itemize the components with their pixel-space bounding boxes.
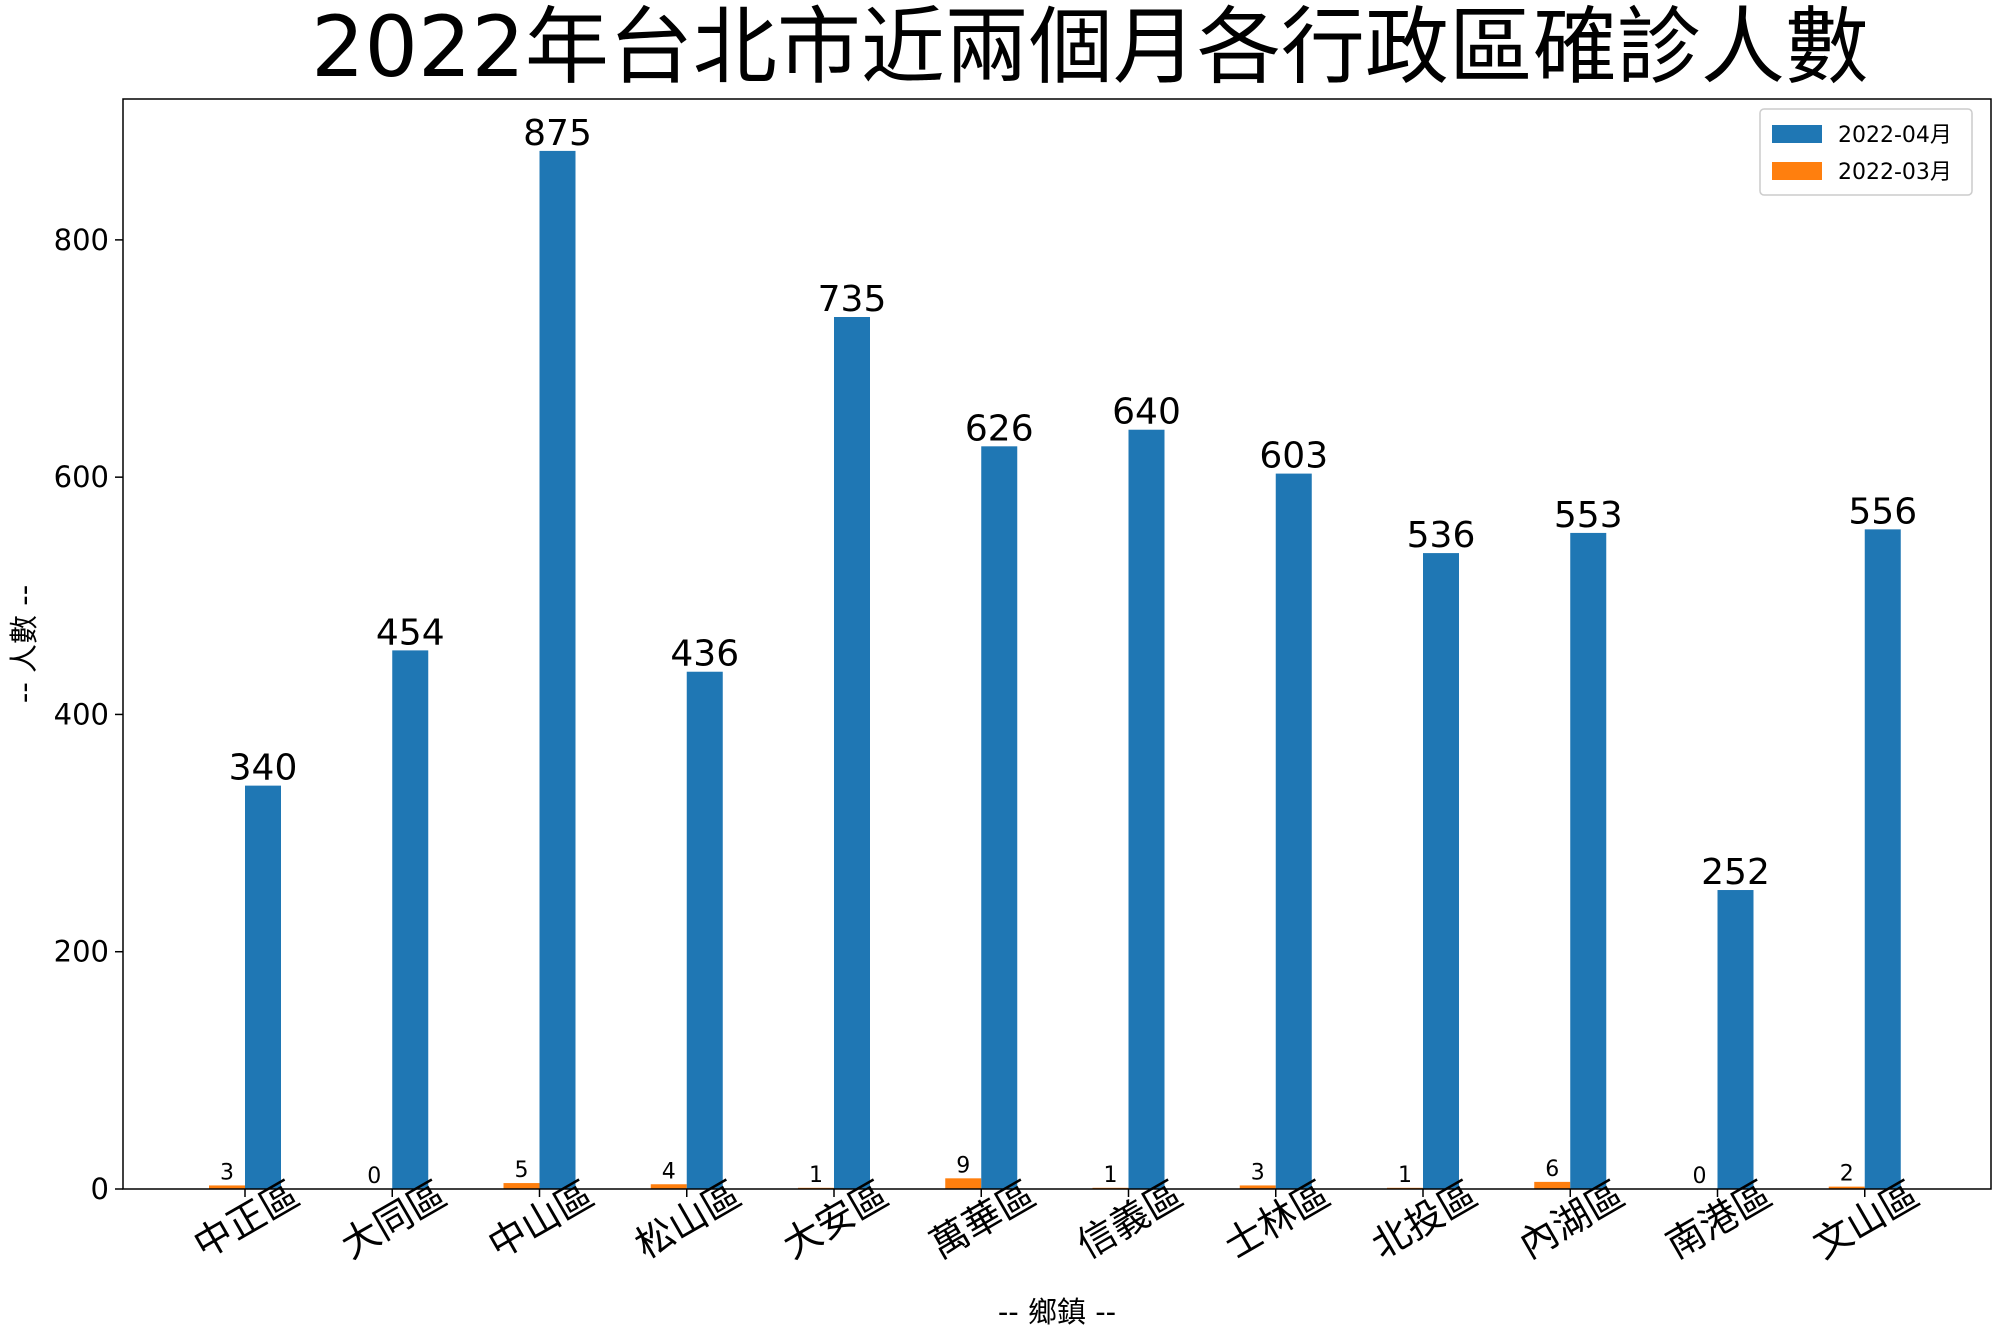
- value-label-april-5: 626: [965, 408, 1034, 449]
- y-axis-title: -- 人數 --: [7, 585, 41, 703]
- value-label-march-8: 1: [1398, 1163, 1412, 1188]
- value-label-april-11: 556: [1848, 491, 1917, 532]
- value-label-march-5: 9: [956, 1153, 970, 1178]
- value-label-april-9: 553: [1554, 495, 1623, 536]
- legend-swatch-march: [1772, 162, 1822, 180]
- value-label-april-6: 640: [1112, 392, 1181, 433]
- bar-april-4: [834, 317, 870, 1189]
- value-label-april-4: 735: [818, 279, 887, 320]
- legend: 2022-04月 2022-03月: [1759, 108, 1973, 196]
- bar-april-9: [1570, 532, 1607, 1189]
- bar-april-2: [539, 150, 576, 1189]
- legend-swatch-april: [1772, 125, 1822, 143]
- bar-april-11: [1864, 529, 1901, 1189]
- bar-april-5: [981, 446, 1018, 1189]
- y-tick-label-1: 200: [54, 935, 109, 969]
- value-label-march-2: 5: [515, 1158, 529, 1183]
- value-label-march-11: 2: [1840, 1162, 1854, 1187]
- plot-frame: [122, 98, 1992, 1190]
- value-label-march-9: 6: [1545, 1157, 1559, 1182]
- value-label-april-3: 436: [670, 634, 739, 675]
- bar-april-6: [1128, 429, 1165, 1190]
- value-label-april-7: 603: [1259, 436, 1328, 477]
- value-label-march-4: 1: [809, 1163, 823, 1188]
- bar-march-11: [1828, 1186, 1865, 1189]
- value-label-april-8: 536: [1407, 515, 1476, 556]
- value-label-march-3: 4: [662, 1159, 676, 1184]
- y-tick-label-2: 400: [54, 697, 109, 731]
- value-label-april-2: 875: [523, 113, 592, 154]
- bar-april-3: [686, 671, 723, 1189]
- chart-title: 2022年台北市近兩個月各行政區確診人數: [311, 0, 1869, 96]
- bars-layer: [209, 150, 1901, 1190]
- bar-april-8: [1423, 553, 1459, 1189]
- value-label-april-1: 454: [376, 612, 445, 653]
- value-label-march-10: 0: [1693, 1164, 1707, 1189]
- value-label-april-10: 252: [1701, 852, 1770, 893]
- value-label-march-6: 1: [1104, 1163, 1118, 1188]
- bar-march-3: [650, 1184, 687, 1189]
- bar-march-9: [1534, 1181, 1571, 1189]
- bar-april-0: [245, 785, 281, 1189]
- value-label-march-1: 0: [367, 1164, 381, 1189]
- value-labels-layer: 3 340 0 454 5 875 4 436 1 735 9 626 1 640 3 603 1 536 6 553…: [220, 113, 1917, 1189]
- bar-april-10: [1717, 890, 1754, 1189]
- value-label-march-0: 3: [220, 1160, 234, 1185]
- bar-march-2: [503, 1183, 540, 1189]
- bar-march-0: [209, 1185, 245, 1189]
- y-tick-label-3: 600: [54, 460, 109, 494]
- bar-april-7: [1275, 473, 1312, 1190]
- legend-label-april: 2022-04月: [1838, 123, 1952, 148]
- bar-march-7: [1239, 1185, 1276, 1189]
- x-axis-title: -- 鄉鎮 --: [998, 1295, 1116, 1329]
- bar-april-1: [392, 650, 429, 1189]
- y-tick-label-0: 0: [91, 1172, 109, 1206]
- bar-march-5: [945, 1178, 982, 1189]
- value-label-march-7: 3: [1251, 1160, 1265, 1185]
- y-axis: 0 200 400 600 800: [54, 223, 123, 1206]
- y-tick-label-4: 800: [54, 223, 109, 257]
- legend-label-march: 2022-03月: [1838, 160, 1952, 185]
- value-label-april-0: 340: [229, 748, 298, 789]
- x-axis: 中正區 大同區 中山區 松山區 大安區 萬華區 信義區 士林區 北投區 內湖區 南港區 文山區: [186, 1172, 1926, 1267]
